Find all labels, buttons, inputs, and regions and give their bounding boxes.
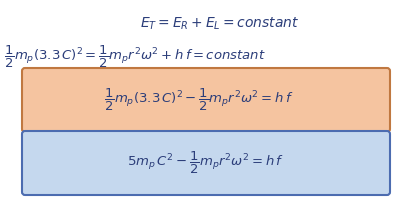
Text: $\dfrac{1}{2}m_p(3.3\,C)^2 = \dfrac{1}{2}m_pr^2\omega^2 + h\,f = constant$: $\dfrac{1}{2}m_p(3.3\,C)^2 = \dfrac{1}{2…	[4, 44, 266, 70]
FancyBboxPatch shape	[22, 131, 390, 195]
Text: $\dfrac{1}{2}m_p(3.3\,C)^2 - \dfrac{1}{2}m_pr^2\omega^2 = h\,f$: $\dfrac{1}{2}m_p(3.3\,C)^2 - \dfrac{1}{2…	[104, 87, 293, 113]
FancyBboxPatch shape	[22, 68, 390, 132]
Text: $5m_p\,C^2 - \dfrac{1}{2}m_pr^2\omega^2 = h\,f$: $5m_p\,C^2 - \dfrac{1}{2}m_pr^2\omega^2 …	[127, 150, 284, 176]
Text: $\mathit{E_T = E_R + E_L = constant}$: $\mathit{E_T = E_R + E_L = constant}$	[140, 16, 300, 32]
